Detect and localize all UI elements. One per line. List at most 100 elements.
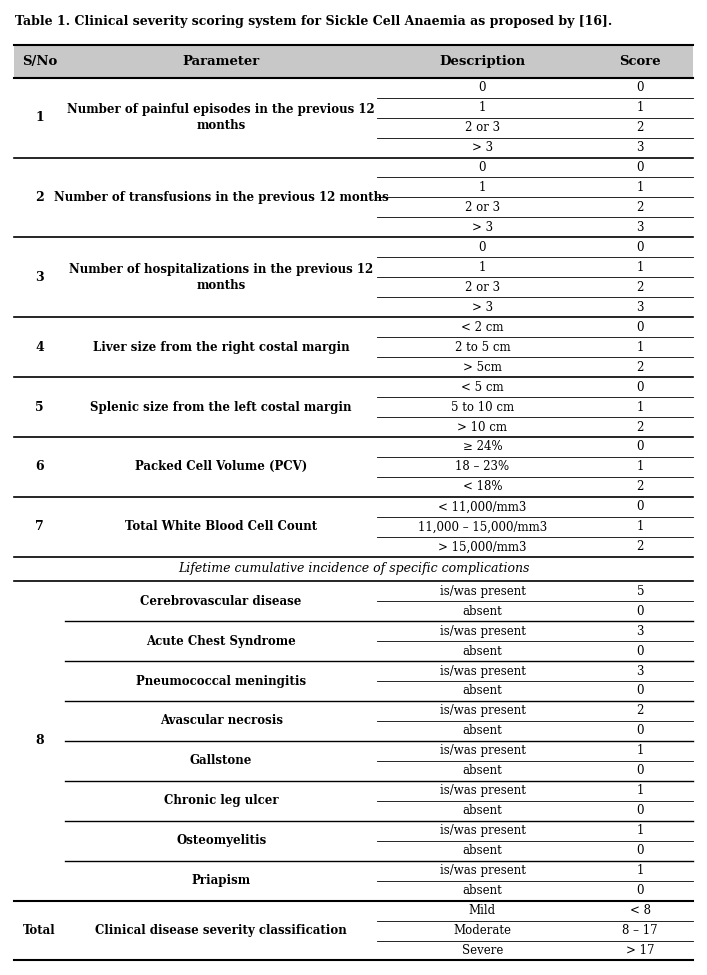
Text: 5 to 10 cm: 5 to 10 cm xyxy=(451,401,514,413)
Text: ≥ 24%: ≥ 24% xyxy=(462,441,502,453)
Text: 3: 3 xyxy=(636,625,644,638)
Text: 0: 0 xyxy=(636,604,644,617)
Text: 18 – 23%: 18 – 23% xyxy=(455,460,510,474)
Text: 1: 1 xyxy=(636,864,644,878)
Text: 1: 1 xyxy=(636,824,644,838)
Text: Parameter: Parameter xyxy=(182,55,259,68)
Text: 2: 2 xyxy=(35,191,44,204)
Text: Score: Score xyxy=(619,55,661,68)
Text: < 11,000/mm3: < 11,000/mm3 xyxy=(438,500,527,514)
Text: 2 to 5 cm: 2 to 5 cm xyxy=(455,340,510,354)
Text: 0: 0 xyxy=(636,724,644,737)
Text: Total: Total xyxy=(23,924,56,937)
Text: Number of transfusions in the previous 12 months: Number of transfusions in the previous 1… xyxy=(54,191,389,204)
Text: 1: 1 xyxy=(636,401,644,413)
Text: 1: 1 xyxy=(479,261,486,274)
Text: 8 – 17: 8 – 17 xyxy=(622,924,658,937)
Text: 3: 3 xyxy=(636,300,644,314)
Text: > 10 cm: > 10 cm xyxy=(457,420,508,434)
Text: absent: absent xyxy=(462,684,503,697)
Text: 1: 1 xyxy=(636,101,644,114)
Text: 3: 3 xyxy=(636,221,644,234)
Text: 2 or 3: 2 or 3 xyxy=(465,201,500,214)
Text: Clinical disease severity classification: Clinical disease severity classification xyxy=(95,924,347,937)
Text: 2 or 3: 2 or 3 xyxy=(465,281,500,293)
Text: 3: 3 xyxy=(636,141,644,154)
Text: S/No: S/No xyxy=(22,55,57,68)
Text: > 17: > 17 xyxy=(626,944,655,957)
Text: is/was present: is/was present xyxy=(440,665,525,678)
Text: Splenic size from the left costal margin: Splenic size from the left costal margin xyxy=(90,401,352,413)
Text: 0: 0 xyxy=(479,241,486,254)
Text: 2: 2 xyxy=(636,481,644,493)
Text: absent: absent xyxy=(462,764,503,777)
Text: 0: 0 xyxy=(636,884,644,897)
Text: 2: 2 xyxy=(636,121,644,135)
Text: absent: absent xyxy=(462,644,503,657)
Text: Description: Description xyxy=(439,55,525,68)
Text: 1: 1 xyxy=(636,181,644,194)
Text: 0: 0 xyxy=(636,321,644,333)
Text: 0: 0 xyxy=(636,500,644,514)
Text: absent: absent xyxy=(462,724,503,737)
Text: 1: 1 xyxy=(636,340,644,354)
Bar xyxy=(14,45,693,78)
Text: is/was present: is/was present xyxy=(440,585,525,598)
Text: absent: absent xyxy=(462,884,503,897)
Text: absent: absent xyxy=(462,844,503,857)
Text: Osteomyelitis: Osteomyelitis xyxy=(176,835,267,847)
Text: 8: 8 xyxy=(35,734,44,748)
Text: Mild: Mild xyxy=(469,904,496,917)
Text: 1: 1 xyxy=(636,784,644,798)
Text: 2: 2 xyxy=(636,420,644,434)
Text: > 3: > 3 xyxy=(472,300,493,314)
Text: 0: 0 xyxy=(636,161,644,174)
Text: is/was present: is/was present xyxy=(440,625,525,638)
Text: < 5 cm: < 5 cm xyxy=(461,380,504,394)
Text: > 5cm: > 5cm xyxy=(463,361,502,373)
Text: > 3: > 3 xyxy=(472,141,493,154)
Text: 2: 2 xyxy=(636,281,644,293)
Text: < 2 cm: < 2 cm xyxy=(461,321,503,333)
Text: 1: 1 xyxy=(35,111,44,124)
Text: is/was present: is/was present xyxy=(440,864,525,878)
Text: Number of painful episodes in the previous 12
months: Number of painful episodes in the previo… xyxy=(67,103,375,133)
Text: 5: 5 xyxy=(35,401,44,413)
Text: 0: 0 xyxy=(636,644,644,657)
Text: 0: 0 xyxy=(479,161,486,174)
Text: Cerebrovascular disease: Cerebrovascular disease xyxy=(141,595,302,607)
Text: absent: absent xyxy=(462,804,503,817)
Text: < 8: < 8 xyxy=(630,904,650,917)
Text: 2: 2 xyxy=(636,540,644,553)
Text: 3: 3 xyxy=(636,665,644,678)
Text: 2: 2 xyxy=(636,705,644,718)
Text: Moderate: Moderate xyxy=(453,924,511,937)
Text: 0: 0 xyxy=(636,241,644,254)
Text: Table 1. Clinical severity scoring system for Sickle Cell Anaemia as proposed by: Table 1. Clinical severity scoring syste… xyxy=(16,15,613,27)
Text: 0: 0 xyxy=(636,441,644,453)
Text: is/was present: is/was present xyxy=(440,744,525,758)
Text: Gallstone: Gallstone xyxy=(190,755,252,767)
Text: absent: absent xyxy=(462,604,503,617)
Text: 3: 3 xyxy=(35,271,44,284)
Text: Liver size from the right costal margin: Liver size from the right costal margin xyxy=(93,340,349,354)
Text: 1: 1 xyxy=(479,101,486,114)
Text: is/was present: is/was present xyxy=(440,824,525,838)
Text: 0: 0 xyxy=(636,844,644,857)
Text: 0: 0 xyxy=(636,764,644,777)
Text: is/was present: is/was present xyxy=(440,784,525,798)
Text: Number of hospitalizations in the previous 12
months: Number of hospitalizations in the previo… xyxy=(69,263,373,292)
Text: Pneumococcal meningitis: Pneumococcal meningitis xyxy=(136,675,306,687)
Text: 1: 1 xyxy=(636,744,644,758)
Text: 1: 1 xyxy=(636,521,644,533)
Text: < 18%: < 18% xyxy=(462,481,502,493)
Text: 5: 5 xyxy=(636,585,644,598)
Text: 1: 1 xyxy=(636,261,644,274)
Text: 6: 6 xyxy=(35,460,44,474)
Text: 2: 2 xyxy=(636,361,644,373)
Text: 0: 0 xyxy=(636,684,644,697)
Text: 7: 7 xyxy=(35,521,44,533)
Text: Total White Blood Cell Count: Total White Blood Cell Count xyxy=(125,521,317,533)
Text: 1: 1 xyxy=(636,460,644,474)
Text: Acute Chest Syndrome: Acute Chest Syndrome xyxy=(146,635,296,647)
